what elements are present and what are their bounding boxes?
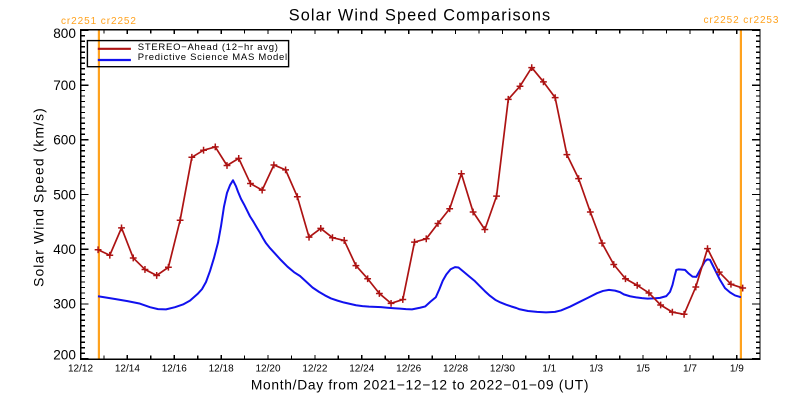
- svg-text:12/24: 12/24: [349, 364, 374, 375]
- svg-text:12/26: 12/26: [396, 364, 421, 375]
- svg-text:cr2251 cr2252: cr2251 cr2252: [61, 16, 137, 27]
- svg-text:Solar Wind Speed (km/s): Solar Wind Speed (km/s): [32, 107, 47, 287]
- svg-text:12/22: 12/22: [302, 364, 327, 375]
- svg-text:cr2252 cr2253: cr2252 cr2253: [704, 15, 780, 26]
- svg-text:12/28: 12/28: [443, 364, 468, 375]
- svg-text:12/30: 12/30: [490, 364, 515, 375]
- svg-text:12/12: 12/12: [68, 364, 93, 375]
- svg-text:300: 300: [53, 297, 76, 312]
- svg-text:600: 600: [53, 133, 76, 148]
- svg-text:1/9: 1/9: [730, 364, 744, 375]
- svg-text:Solar Wind Speed Comparisons: Solar Wind Speed Comparisons: [289, 6, 551, 24]
- svg-text:12/20: 12/20: [256, 364, 281, 375]
- svg-text:400: 400: [53, 242, 76, 257]
- svg-text:12/14: 12/14: [115, 364, 140, 375]
- svg-text:1/3: 1/3: [589, 364, 603, 375]
- svg-text:1/7: 1/7: [683, 364, 697, 375]
- svg-text:12/18: 12/18: [209, 364, 234, 375]
- svg-text:12/16: 12/16: [162, 364, 187, 375]
- svg-text:500: 500: [53, 187, 76, 202]
- svg-text:Predictive Science MAS Model: Predictive Science MAS Model: [138, 52, 288, 63]
- svg-text:1/1: 1/1: [542, 364, 556, 375]
- svg-text:800: 800: [53, 26, 76, 41]
- svg-text:STEREO−Ahead (12−hr avg): STEREO−Ahead (12−hr avg): [138, 42, 279, 53]
- svg-text:Month/Day from 2021−12−12 to 2: Month/Day from 2021−12−12 to 2022−01−09 …: [251, 378, 589, 393]
- svg-text:1/5: 1/5: [636, 364, 650, 375]
- svg-text:700: 700: [53, 78, 76, 93]
- svg-text:200: 200: [53, 348, 76, 363]
